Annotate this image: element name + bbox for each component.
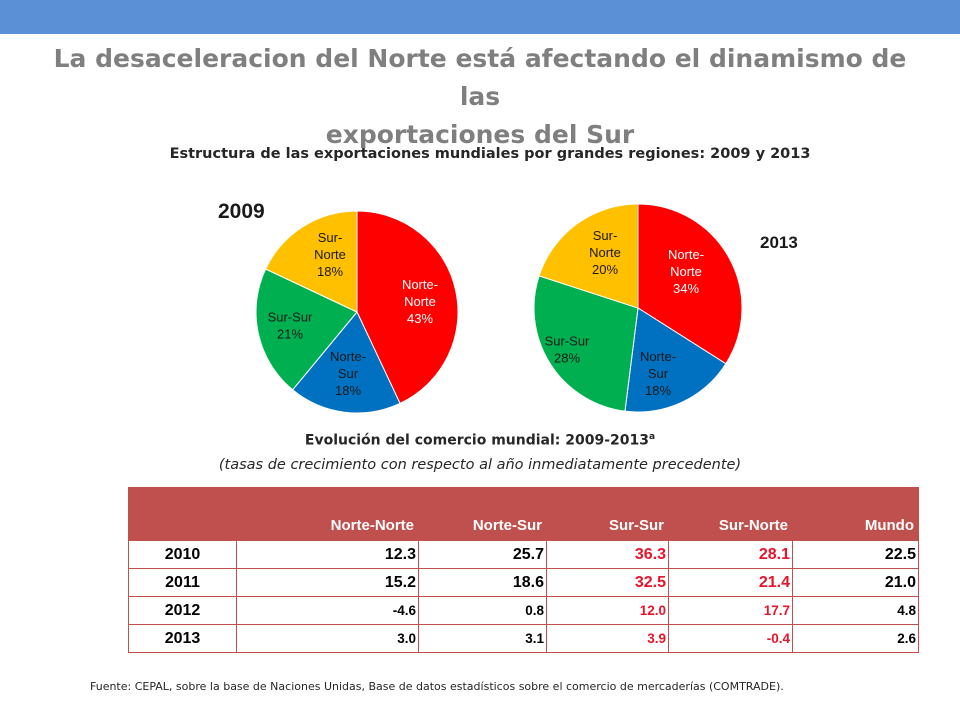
cell-sur-norte: 21.4 [668, 568, 793, 597]
row-year: 2012 [128, 596, 237, 625]
charts-subtitle: Estructura de las exportaciones mundiale… [169, 146, 811, 162]
pie-2013-slice-sur-sur [533, 275, 639, 412]
table-row: 2012 -4.6 0.8 12.0 17.7 4.8 [128, 596, 919, 625]
cell-sur-sur: 36.3 [546, 540, 669, 569]
cell-norte-sur: 0.8 [418, 596, 547, 625]
growth-table: Norte-Norte Norte-Sur Sur-Sur Sur-Norte … [128, 487, 919, 653]
table-title: Evolución del comercio mundial: 2009-201… [230, 432, 730, 449]
column-header-mundo: Mundo [792, 487, 919, 541]
column-header-sur-sur: Sur-Sur [546, 487, 669, 541]
pie-2009-slice-sur-norte [264, 210, 358, 313]
pie-2009-slice-norte-sur [291, 311, 401, 414]
pie-2009: Norte-Norte 43% Norte-Sur 18% Sur-Sur 21%Sur-… [255, 210, 459, 414]
pie-2013-label-sur-norte: Sur-Norte 20% [589, 228, 621, 277]
table-header-row: Norte-Norte Norte-Sur Sur-Sur Sur-Norte … [128, 487, 919, 541]
pie-2009-slice-norte-norte [356, 210, 459, 405]
cell-mundo: 4.8 [792, 596, 919, 625]
pie-charts: Norte-Norte 43%Norte-Sur 18%Sur-Sur 21%Sur-… [255, 203, 743, 414]
row-year: 2013 [128, 624, 237, 653]
table-title-text: Evolución del comercio mundial: 2009-201… [304, 432, 650, 449]
cell-norte-norte: 12.3 [236, 540, 419, 569]
cell-norte-norte: -4.6 [236, 596, 419, 625]
pie-2009-label-sur-sur: Sur-Sur 21% [268, 310, 313, 342]
cell-mundo: 2.6 [792, 624, 919, 653]
cell-sur-norte: -0.4 [668, 624, 793, 653]
pie-2013-year-label: 2013 [760, 233, 798, 252]
pie-2013-label-norte-sur: Norte-Sur 18% [640, 349, 676, 398]
cell-sur-sur: 12.0 [546, 596, 669, 625]
row-year: 2010 [128, 540, 237, 569]
table-subtitle: (tasas de crecimiento con respecto al añ… [218, 457, 742, 473]
cell-mundo: 21.0 [792, 568, 919, 597]
column-header-year [128, 487, 237, 541]
table-title-footnote-mark: a [649, 432, 656, 442]
cell-norte-sur: 3.1 [418, 624, 547, 653]
row-year: 2011 [128, 568, 237, 597]
cell-mundo: 22.5 [792, 540, 919, 569]
pie-2009-label-norte-sur: Norte-Sur 18% [330, 349, 366, 398]
pie-2013-slice-norte-sur [624, 307, 727, 413]
cell-sur-norte: 17.7 [668, 596, 793, 625]
pie-2013-slice-sur-norte [538, 203, 639, 309]
cell-norte-sur: 18.6 [418, 568, 547, 597]
table-row: 2010 12.3 25.7 36.3 28.1 22.5 [128, 540, 919, 569]
page-title: La desaceleracion del Norte está afectan… [40, 40, 920, 154]
column-header-sur-norte: Sur-Norte [668, 487, 793, 541]
pie-2013-slice-norte-norte [637, 203, 743, 365]
cell-sur-sur: 3.9 [546, 624, 669, 653]
pie-2013-label-norte-norte: Norte-Norte 34% [668, 247, 704, 296]
pie-2013: Norte-Norte 34% Norte-Sur 18% Sur-Sur 28% Sur-… [533, 203, 743, 413]
title-line-2: exportaciones del Sur [325, 120, 635, 149]
pie-2013-label-sur-sur: Sur-Sur 28% [545, 334, 590, 366]
column-header-norte-norte: Norte-Norte [236, 487, 419, 541]
cell-norte-norte: 15.2 [236, 568, 419, 597]
cell-norte-norte: 3.0 [236, 624, 419, 653]
table-row: 2011 15.2 18.6 32.5 21.4 21.0 [128, 568, 919, 597]
cell-norte-sur: 25.7 [418, 540, 547, 569]
cell-sur-norte: 28.1 [668, 540, 793, 569]
pie-2009-slice-sur-sur [255, 268, 358, 391]
header-bar [0, 0, 960, 34]
cell-sur-sur: 32.5 [546, 568, 669, 597]
source-note: Fuente: CEPAL, sobre la base de Naciones… [90, 680, 784, 693]
pie-2009-label-norte-norte: Norte-Norte 43% [402, 277, 438, 326]
pie-2009-year-label: 2009 [218, 200, 265, 223]
column-header-norte-sur: Norte-Sur [418, 487, 547, 541]
title-line-1: La desaceleracion del Norte está afectan… [53, 44, 907, 111]
table-row: 2013 3.0 3.1 3.9 -0.4 2.6 [128, 624, 919, 653]
pie-2009-label-sur-norte: Sur-Norte 18% [314, 230, 346, 279]
